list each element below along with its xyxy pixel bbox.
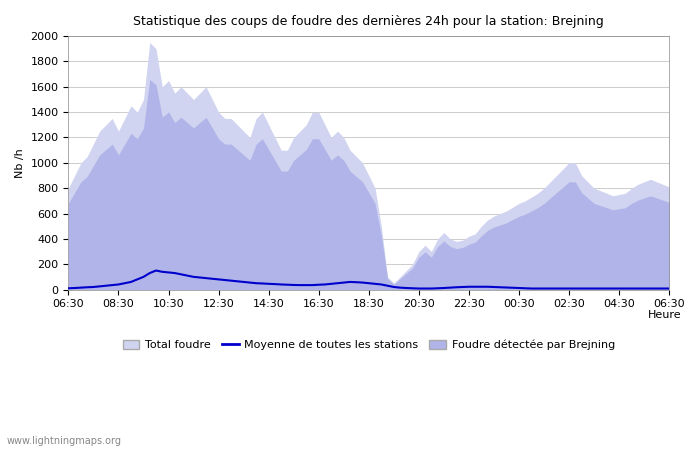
Y-axis label: Nb /h: Nb /h xyxy=(15,148,25,178)
Title: Statistique des coups de foudre des dernières 24h pour la station: Brejning: Statistique des coups de foudre des dern… xyxy=(134,15,604,28)
Legend: Total foudre, Moyenne de toutes les stations, Foudre détectée par Brejning: Total foudre, Moyenne de toutes les stat… xyxy=(118,336,620,355)
Text: www.lightningmaps.org: www.lightningmaps.org xyxy=(7,436,122,446)
X-axis label: Heure: Heure xyxy=(648,310,681,320)
